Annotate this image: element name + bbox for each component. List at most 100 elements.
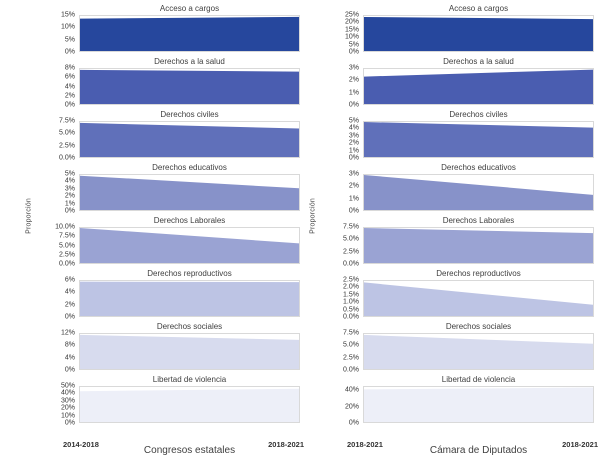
y-tick-label: 40%	[60, 389, 75, 397]
area-fill	[80, 16, 299, 51]
y-tick-label: 3%	[348, 64, 359, 72]
panel-title: Derechos Laborales	[153, 216, 226, 225]
panel-title: Derechos educativos	[441, 163, 516, 172]
y-tick-label: 0%	[348, 154, 359, 162]
panel-title: Acceso a cargos	[159, 4, 220, 13]
panel-title: Derechos Laborales	[442, 216, 515, 225]
plot-area	[79, 386, 300, 423]
y-tick-label: 5.0%	[343, 235, 359, 243]
y-tick-label: 0.0%	[343, 366, 359, 374]
column-title: Congresos estatales	[143, 445, 236, 456]
panel-derechos-civiles: Derechos civiles 7.5% 5.0% 2.5% 0.0%	[35, 109, 300, 162]
y-tick-label: 2.5%	[343, 248, 359, 256]
y-axis-ticks: 7.5% 5.0% 2.5% 0.0%	[319, 224, 363, 268]
panel-title: Derechos reproductivos	[147, 269, 232, 278]
panel-title: Libertad de violencia	[152, 375, 227, 384]
y-axis-ticks: 50% 40% 30% 20% 10% 0%	[35, 382, 79, 427]
panel-libertad-de-violencia: Libertad de violencia 40% 20% 0%	[319, 374, 594, 427]
x-axis-label-end: 2018-2021	[562, 440, 598, 449]
y-tick-label: 20%	[344, 403, 359, 411]
area-fill	[364, 282, 593, 316]
y-axis-label: Proporción	[309, 197, 316, 234]
y-tick-label: 1.5%	[343, 291, 359, 299]
y-tick-label: 5%	[348, 117, 359, 125]
y-tick-label: 0%	[64, 366, 75, 374]
footer-camara-de-diputados: 2018-2021 Cámara de Diputados 2018-2021	[319, 439, 598, 465]
area-fill	[364, 334, 593, 369]
y-tick-label: 0.0%	[343, 260, 359, 268]
plot-area	[79, 227, 300, 264]
plot-area	[79, 68, 300, 105]
y-tick-label: 0.0%	[59, 260, 75, 268]
area-fill	[364, 387, 593, 422]
panel-derechos-reproductivos: Derechos reproductivos 6% 4% 2% 0%	[35, 268, 300, 321]
panel-derechos-reproductivos: Derechos reproductivos 2.5% 2.0% 1.5% 1.0% 0.…	[319, 268, 594, 321]
plot-area	[363, 333, 594, 370]
y-tick-label: 8%	[64, 64, 75, 72]
panel-title: Derechos civiles	[449, 110, 508, 119]
y-tick-label: 3%	[64, 185, 75, 193]
y-tick-label: 4%	[64, 288, 75, 296]
y-tick-label: 5%	[348, 41, 359, 49]
panel-derechos-a-la-salud: Derechos a la salud 3% 2% 1% 0%	[319, 56, 594, 109]
y-axis-ticks: 12% 8% 4% 0%	[35, 330, 79, 374]
panel-title: Libertad de violencia	[441, 375, 516, 384]
y-tick-label: 3%	[348, 170, 359, 178]
y-tick-label: 2%	[64, 301, 75, 309]
y-tick-label: 10%	[60, 412, 75, 420]
y-tick-label: 0%	[64, 313, 75, 321]
panels-camara-de-diputados: Acceso a cargos 25% 20% 15% 10% 5% 0% Derechos …	[319, 3, 594, 438]
y-axis-ticks: 3% 2% 1% 0%	[319, 64, 363, 109]
panel-title: Derechos a la salud	[154, 57, 225, 66]
panel-title: Derechos reproductivos	[436, 269, 521, 278]
y-tick-label: 0%	[64, 207, 75, 215]
plot-area	[363, 68, 594, 105]
plot-area	[363, 386, 594, 423]
plot-area	[363, 121, 594, 158]
panel-title: Derechos civiles	[160, 110, 219, 119]
y-axis-ticks: 15% 10% 5% 0%	[35, 11, 79, 56]
y-tick-label: 10%	[344, 33, 359, 41]
y-tick-label: 0%	[348, 101, 359, 109]
panel-title: Derechos educativos	[152, 163, 227, 172]
footer-congresos-estatales: 2014-2018 Congresos estatales 2018-2021	[35, 439, 304, 465]
panel-derechos-sociales: Derechos sociales 7.5% 5.0% 2.5% 0.0%	[319, 321, 594, 374]
y-tick-label: 50%	[60, 382, 75, 390]
area-fill	[364, 69, 593, 104]
x-axis-label-end: 2018-2021	[268, 440, 304, 449]
area-fill	[364, 122, 593, 157]
area-fill	[80, 334, 299, 369]
y-tick-label: 1.0%	[343, 298, 359, 306]
area-fill	[364, 175, 593, 210]
panel-title: Acceso a cargos	[448, 4, 509, 13]
y-axis-ticks: 7.5% 5.0% 2.5% 0.0%	[319, 330, 363, 374]
y-axis-ticks: 10.0% 7.5% 5.0% 2.5% 0.0%	[35, 224, 79, 268]
y-tick-label: 25%	[344, 11, 359, 19]
column-congresos-estatales: Proporción Acceso a cargos 15% 10% 5% 0% Dere…	[22, 3, 304, 465]
plot-area	[79, 333, 300, 370]
plot-area	[79, 121, 300, 158]
y-axis-ticks: 2.5% 2.0% 1.5% 1.0% 0.5% 0.0%	[319, 277, 363, 321]
plot-area	[363, 15, 594, 52]
y-tick-label: 20%	[60, 404, 75, 412]
area-fill	[80, 69, 299, 104]
y-tick-label: 0%	[64, 101, 75, 109]
y-tick-label: 0%	[348, 207, 359, 215]
y-tick-label: 2%	[64, 92, 75, 100]
panel-title: Derechos sociales	[445, 322, 512, 331]
y-tick-label: 0%	[348, 48, 359, 56]
y-tick-label: 0%	[64, 419, 75, 427]
y-tick-label: 2.5%	[343, 354, 359, 362]
x-axis-label-start: 2014-2018	[63, 440, 99, 449]
y-tick-label: 0%	[64, 48, 75, 56]
column-camara-de-diputados: Proporción Acceso a cargos 25% 20% 15% 10% 5%…	[306, 3, 598, 465]
panel-derechos-educativos: Derechos educativos 5% 4% 3% 2% 1% 0%	[35, 162, 300, 215]
area-fill	[80, 175, 299, 210]
y-tick-label: 2.5%	[59, 251, 75, 259]
y-tick-label: 1%	[348, 195, 359, 203]
plot-area	[363, 174, 594, 211]
y-axis-ticks: 6% 4% 2% 0%	[35, 277, 79, 321]
plot-area	[79, 15, 300, 52]
y-tick-label: 15%	[60, 11, 75, 19]
